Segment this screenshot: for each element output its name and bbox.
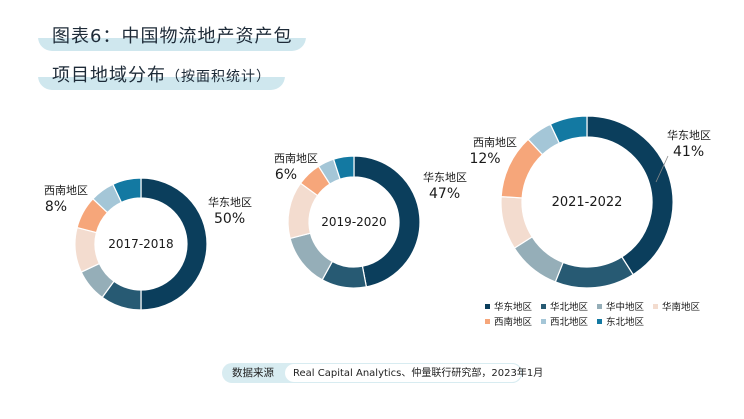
legend-label-5: 西南地区: [494, 316, 533, 328]
donut-1-slice-1: [140, 177, 208, 311]
title-line-2-sub: （按面积统计）: [166, 69, 271, 85]
donut-3-center-label: 2021-2022: [552, 195, 623, 210]
source-note: 数据来源 Real Capital Analytics、仲量联行研究部，2023…: [222, 363, 543, 383]
donut-2-label-value-1: 47%: [429, 186, 460, 202]
donut-1-slice-4: [74, 226, 101, 273]
legend-label-6: 西北地区: [550, 316, 589, 328]
legend-label-7: 东北地区: [606, 316, 645, 328]
title-line-1: 图表6：中国物流地产资产包: [38, 20, 307, 51]
donut-3-slice-2: [554, 256, 634, 289]
donut-3-slice-7: [549, 115, 588, 144]
legend-label-2: 华北地区: [550, 301, 589, 313]
legend-swatch-1: [485, 304, 490, 309]
legend-label-3: 华中地区: [606, 301, 645, 313]
donut-1-label-name-1: 华东地区: [208, 195, 252, 209]
donut-2-slice-1: [353, 155, 421, 288]
source-label: 数据来源: [232, 367, 274, 379]
donut-1-label-value-2: 8%: [45, 199, 67, 215]
donut-1-label-name-2: 西南地区: [44, 184, 88, 197]
donut-2-slice-7: [332, 155, 355, 180]
source-text: Real Capital Analytics、仲量联行研究部，2023年1月: [284, 363, 543, 383]
donut-3-label-value-1: 41%: [673, 144, 704, 160]
legend-swatch-6: [541, 319, 546, 324]
legend-swatch-2: [541, 304, 546, 309]
donut-2-label-name-1: 华东地区: [423, 170, 467, 184]
donut-2-label-value-2: 6%: [275, 167, 297, 183]
donut-3-leader-line: [655, 155, 669, 183]
legend-swatch-3: [597, 304, 602, 309]
legend-swatch-7: [597, 319, 602, 324]
chart-title: 图表6：中国物流地产资产包 项目地域分布（按面积统计）: [38, 20, 307, 90]
donut-2-center-label: 2019-2020: [321, 215, 386, 229]
title-line-2: 项目地域分布（按面积统计）: [38, 59, 285, 90]
legend-label-4: 华南地区: [662, 301, 701, 313]
donut-3-label-value-2: 12%: [469, 151, 500, 167]
donut-1-slice-7: [112, 177, 142, 204]
title-line-2-main: 项目地域分布: [52, 65, 166, 86]
donut-3-label-name-1: 华东地区: [667, 128, 711, 142]
donut-1-center-label: 2017-2018: [108, 237, 173, 251]
donut-1-label-value-1: 50%: [214, 211, 245, 227]
donut-3-label-name-2: 西南地区: [473, 136, 517, 149]
donut-3-slice-4: [500, 195, 533, 249]
legend-swatch-4: [653, 304, 658, 309]
legend-swatch-5: [485, 319, 490, 324]
legend-label-1: 华东地区: [494, 301, 533, 313]
donut-2-label-name-2: 西南地区: [274, 152, 318, 165]
donut-2-slice-3: [289, 232, 334, 281]
